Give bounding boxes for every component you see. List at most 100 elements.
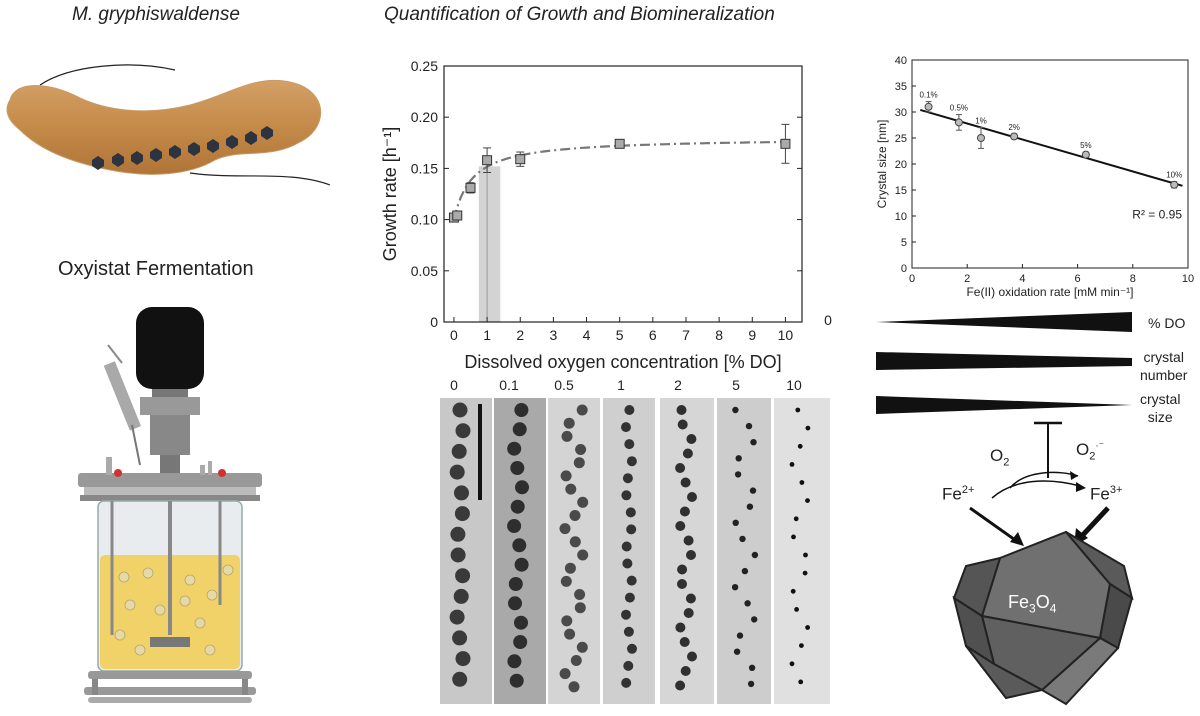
magnetosome-particle: [564, 628, 576, 640]
magnetosome-particle: [509, 673, 524, 688]
reactor-base-icon: [88, 671, 252, 679]
magnetosome-particle: [805, 425, 811, 431]
magnetosome-particle: [747, 680, 755, 688]
magnetosome-particle: [454, 485, 469, 501]
data-point: [465, 182, 476, 193]
magnetosome-particle: [677, 579, 687, 589]
magnetosome-particle: [513, 635, 528, 649]
magnetosome-particle: [512, 422, 527, 437]
flagellum-left-icon: [39, 64, 176, 86]
superoxide-superscript: ·⁻: [1095, 440, 1104, 452]
crystal-number-label-line1: crystal: [1143, 349, 1184, 365]
y-tick-label: 10: [895, 211, 907, 223]
magnetosome-particle: [624, 439, 635, 450]
x-tick-label: 0: [909, 273, 915, 285]
reaction-scheme: [969, 421, 1110, 546]
cell-body-icon: [6, 79, 322, 175]
fe3-arrow-icon: [1078, 506, 1110, 540]
magnetosome-particle: [748, 664, 756, 671]
scale-bar-icon: [478, 404, 482, 500]
magnetosome-particle: [675, 680, 686, 691]
crystal-size-chart: 0 5 10 15 20 25 30 35 40 0 2 4 6 8 10 Crystal size [nm]…: [875, 55, 1194, 299]
o2-label: O2: [990, 446, 1009, 468]
shaded-region: [478, 166, 501, 322]
magnetosome-particle: [683, 535, 694, 546]
magnetosome-particle: [515, 480, 529, 495]
magnetite-formula: Fe3O4: [1008, 592, 1056, 616]
magnetite-sub-o: 4: [1049, 601, 1057, 616]
magnetosome-particle: [576, 404, 588, 416]
crystal-number-label: crystal number: [1140, 348, 1187, 384]
x-tick-label: 5: [616, 327, 624, 343]
impeller-icon: [150, 637, 190, 647]
magnetosome-particle: [687, 651, 697, 662]
syringe-icon: [103, 344, 142, 466]
bioreactor-illustration: [78, 307, 262, 703]
tem-label-5: 5: [732, 377, 740, 393]
tem-panel-5: [717, 398, 771, 704]
x-tick-label: 9: [748, 327, 756, 343]
y-tick-label: 0.05: [411, 263, 438, 279]
magnetosome-particle: [510, 461, 525, 475]
magnetosome-particle: [805, 498, 810, 503]
fe3-symbol: Fe: [1090, 484, 1110, 504]
crystal-number-wedge-icon: [876, 352, 1132, 370]
tem-particles: [449, 402, 811, 693]
magnetosome-particle: [732, 406, 739, 414]
magnetosome-particle: [577, 549, 589, 561]
magnetite-crystal-icon: [952, 530, 1134, 706]
data-point: [954, 118, 963, 127]
magnetosome-particle: [574, 602, 586, 614]
tem-panel-0.5: [548, 398, 600, 704]
magnetosome-particle: [675, 463, 686, 473]
magnetosome-particle: [675, 622, 686, 633]
port-icon: [114, 469, 122, 477]
y-tick-label: 25: [895, 133, 907, 145]
magnetosome-particle: [564, 562, 576, 574]
y-tick-label: 0: [901, 263, 907, 275]
y-tick-label: 0.25: [411, 58, 438, 74]
data-point: [452, 210, 463, 221]
x-tick-label: 8: [1130, 273, 1136, 285]
y-tick-label: 0: [430, 314, 438, 330]
magnetosome-particle: [741, 567, 749, 575]
tem-label-10: 10: [786, 377, 802, 393]
superoxide-symbol: O: [1076, 440, 1090, 459]
y-tick-label: 0.20: [411, 109, 438, 125]
magnetosome-particle: [621, 490, 632, 501]
magnetosome-particle: [732, 519, 739, 526]
y-tick-label: 0.10: [411, 212, 438, 228]
data-point: [614, 138, 625, 149]
magnetosome-particle: [514, 615, 528, 630]
o2-arrow-icon: [1009, 471, 1079, 489]
port-icon: [218, 469, 226, 477]
magnetosome-particle: [680, 666, 691, 676]
right-axis-label: 0: [824, 312, 832, 328]
magnetosome-particle: [621, 677, 632, 688]
magnetosome-particle: [561, 430, 573, 442]
magnetosome-particle: [790, 588, 796, 594]
magnetosome-particle: [508, 577, 523, 591]
magnetosome-particle: [627, 643, 637, 654]
magnetosome-particle: [508, 596, 522, 611]
x-axis-label: Fe(II) oxidation rate [mM min⁻¹]: [966, 285, 1133, 299]
magnetosome-particle: [449, 464, 465, 480]
point-label: 5%: [1080, 141, 1092, 150]
tem-panel-10: [774, 398, 830, 704]
fe2-superscript: 2+: [961, 484, 975, 496]
magnetosome-chain-icon: [92, 126, 273, 170]
magnetosome-particle: [731, 584, 739, 591]
magnetosome-particle: [625, 507, 636, 518]
magnetosome-particle: [559, 668, 571, 680]
r2-label: R² = 0.95: [1132, 208, 1182, 222]
y-tick-label: 0.15: [411, 160, 438, 176]
magnetosome-particle: [751, 616, 758, 623]
y-axis-label: Crystal size [nm]: [875, 120, 889, 209]
y-tick-label: 15: [895, 185, 907, 197]
magnetosome-particle: [624, 592, 635, 603]
trend-wedges: [876, 312, 1132, 414]
magnetosome-particle: [624, 405, 635, 415]
magnetosome-particle: [675, 521, 686, 531]
magnetosome-particle: [626, 524, 637, 535]
magnetosome-particle: [570, 655, 582, 666]
